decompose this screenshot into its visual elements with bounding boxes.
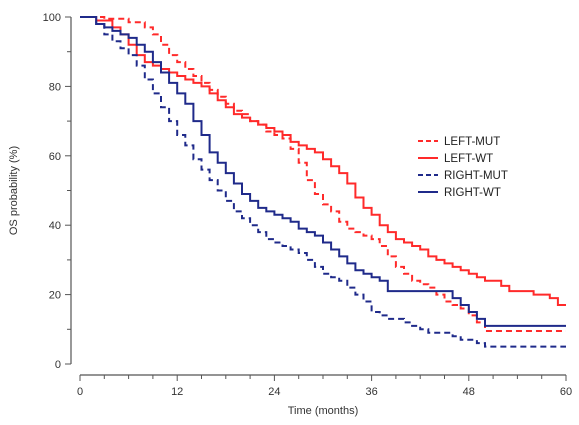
series-line-right-wt	[80, 16, 566, 327]
axes: 0 12 24 36 48 60 0 20 40 60 80 100	[43, 12, 572, 398]
legend-label: RIGHT-WT	[444, 187, 501, 199]
legend: LEFT-MUT LEFT-WT RIGHT-MUT RIGHT-WT	[418, 136, 508, 199]
y-tick-label: 100	[43, 12, 61, 24]
x-axis-title: Time (months)	[288, 405, 359, 417]
series-line-right-mut	[80, 16, 566, 348]
x-tick-label: 48	[463, 386, 475, 398]
x-tick-label: 24	[268, 386, 280, 398]
x-tick-label: 12	[171, 386, 183, 398]
x-tick-label: 0	[77, 386, 83, 398]
y-tick-label: 40	[49, 220, 61, 232]
legend-label: LEFT-MUT	[444, 136, 500, 148]
y-tick-label: 0	[55, 359, 61, 371]
legend-label: RIGHT-MUT	[444, 170, 508, 182]
x-tick-label: 36	[365, 386, 377, 398]
y-tick-label: 60	[49, 151, 61, 163]
legend-label: LEFT-WT	[444, 153, 493, 165]
series-line-left-wt	[80, 16, 566, 307]
x-tick-label: 60	[560, 386, 572, 398]
y-axis-title: OS probability (%)	[8, 146, 20, 235]
y-tick-label: 80	[49, 81, 61, 93]
series-line-left-mut	[80, 16, 566, 333]
y-tick-label: 20	[49, 290, 61, 302]
series-layer	[80, 16, 566, 348]
